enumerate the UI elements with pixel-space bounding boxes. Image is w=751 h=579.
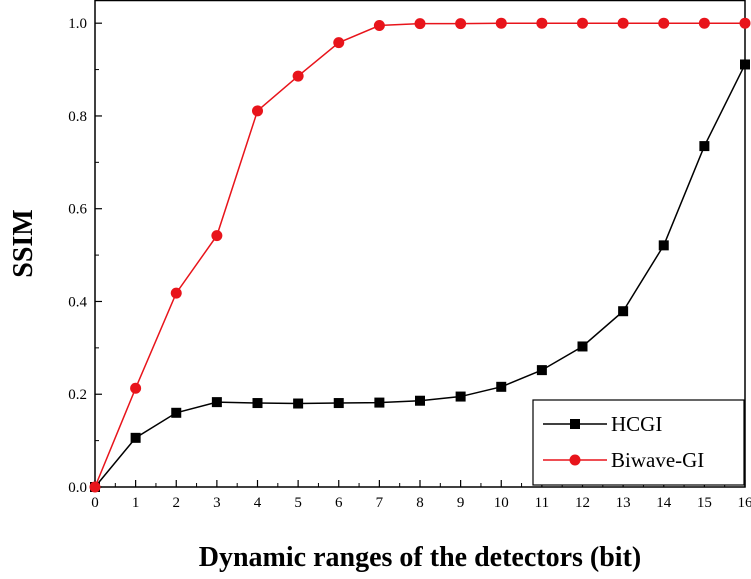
legend-marker [570, 419, 580, 429]
y-tick-label: 0.4 [68, 294, 87, 310]
x-tick-label: 8 [416, 495, 424, 511]
data-point-biwave-gi [495, 17, 507, 29]
data-point-hcgi [211, 397, 222, 408]
series-hcgi [90, 59, 750, 492]
y-tick-label: 0.0 [68, 480, 87, 496]
y-axis-ticks: 0.0 0.2 0.4 0.6 0.8 1.0 [68, 16, 102, 496]
y-tick-label: 0.6 [68, 202, 87, 218]
data-point-hcgi [252, 398, 263, 409]
data-point-hcgi [496, 381, 507, 392]
x-axis-ticks: 0 1 2 3 4 5 6 7 8 9 10 11 12 13 14 15 16 [91, 480, 751, 511]
series-layer [89, 17, 751, 493]
x-tick-label: 4 [254, 495, 262, 511]
data-point-hcgi [658, 240, 669, 251]
x-tick-label: 5 [294, 495, 302, 511]
y-tick-label: 0.8 [68, 109, 87, 125]
data-point-hcgi [536, 365, 547, 376]
data-point-hcgi [699, 141, 710, 152]
data-point-biwave-gi [333, 37, 345, 49]
data-point-biwave-gi [211, 230, 223, 242]
data-point-biwave-gi [130, 382, 142, 394]
legend-item-biwave-gi: Biwave-GI [543, 448, 704, 472]
data-point-hcgi [293, 398, 304, 409]
data-point-hcgi [455, 391, 466, 402]
data-point-biwave-gi [577, 17, 588, 29]
x-tick-label: 15 [697, 495, 712, 511]
data-point-biwave-gi [455, 18, 467, 30]
x-tick-label: 0 [91, 495, 99, 511]
x-tick-label: 6 [335, 495, 343, 511]
data-point-hcgi [171, 407, 182, 418]
data-point-biwave-gi [89, 481, 101, 493]
data-point-biwave-gi [698, 17, 710, 29]
data-point-hcgi [618, 306, 629, 317]
legend-label: HCGI [611, 412, 662, 436]
data-point-hcgi [415, 395, 425, 406]
data-point-biwave-gi [617, 17, 629, 29]
x-tick-label: 2 [173, 495, 181, 511]
x-tick-label: 7 [376, 495, 384, 511]
y-axis-label: SSIM [8, 209, 39, 277]
legend-item-hcgi: HCGI [543, 412, 662, 436]
data-point-biwave-gi [739, 17, 751, 29]
data-point-hcgi [740, 59, 750, 70]
x-tick-label: 12 [575, 495, 590, 511]
data-point-biwave-gi [170, 287, 182, 299]
x-tick-label: 10 [494, 495, 509, 511]
legend-box [532, 399, 745, 486]
y-tick-label: 0.2 [68, 387, 87, 403]
x-tick-label: 13 [616, 495, 631, 511]
x-tick-label: 9 [457, 495, 465, 511]
data-point-biwave-gi [658, 17, 670, 29]
data-point-biwave-gi [414, 18, 426, 30]
data-point-hcgi [577, 341, 588, 352]
data-point-biwave-gi [252, 105, 263, 117]
x-tick-label: 11 [535, 495, 549, 511]
legend: HCGI Biwave-GI [532, 399, 745, 486]
data-point-biwave-gi [373, 20, 385, 32]
x-axis-label: Dynamic ranges of the detectors (bit) [199, 542, 641, 573]
x-tick-label: 14 [656, 495, 672, 511]
x-tick-label: 16 [738, 495, 751, 511]
x-tick-label: 1 [132, 495, 140, 511]
data-point-hcgi [130, 432, 141, 443]
legend-label: Biwave-GI [611, 448, 704, 472]
data-point-hcgi [374, 397, 385, 408]
legend-marker [569, 454, 581, 466]
data-point-hcgi [333, 398, 344, 409]
x-tick-label: 3 [213, 495, 221, 511]
series-biwave-gi [89, 17, 751, 493]
data-point-biwave-gi [292, 70, 304, 82]
y-tick-label: 1.0 [68, 16, 87, 32]
data-point-biwave-gi [536, 17, 548, 29]
